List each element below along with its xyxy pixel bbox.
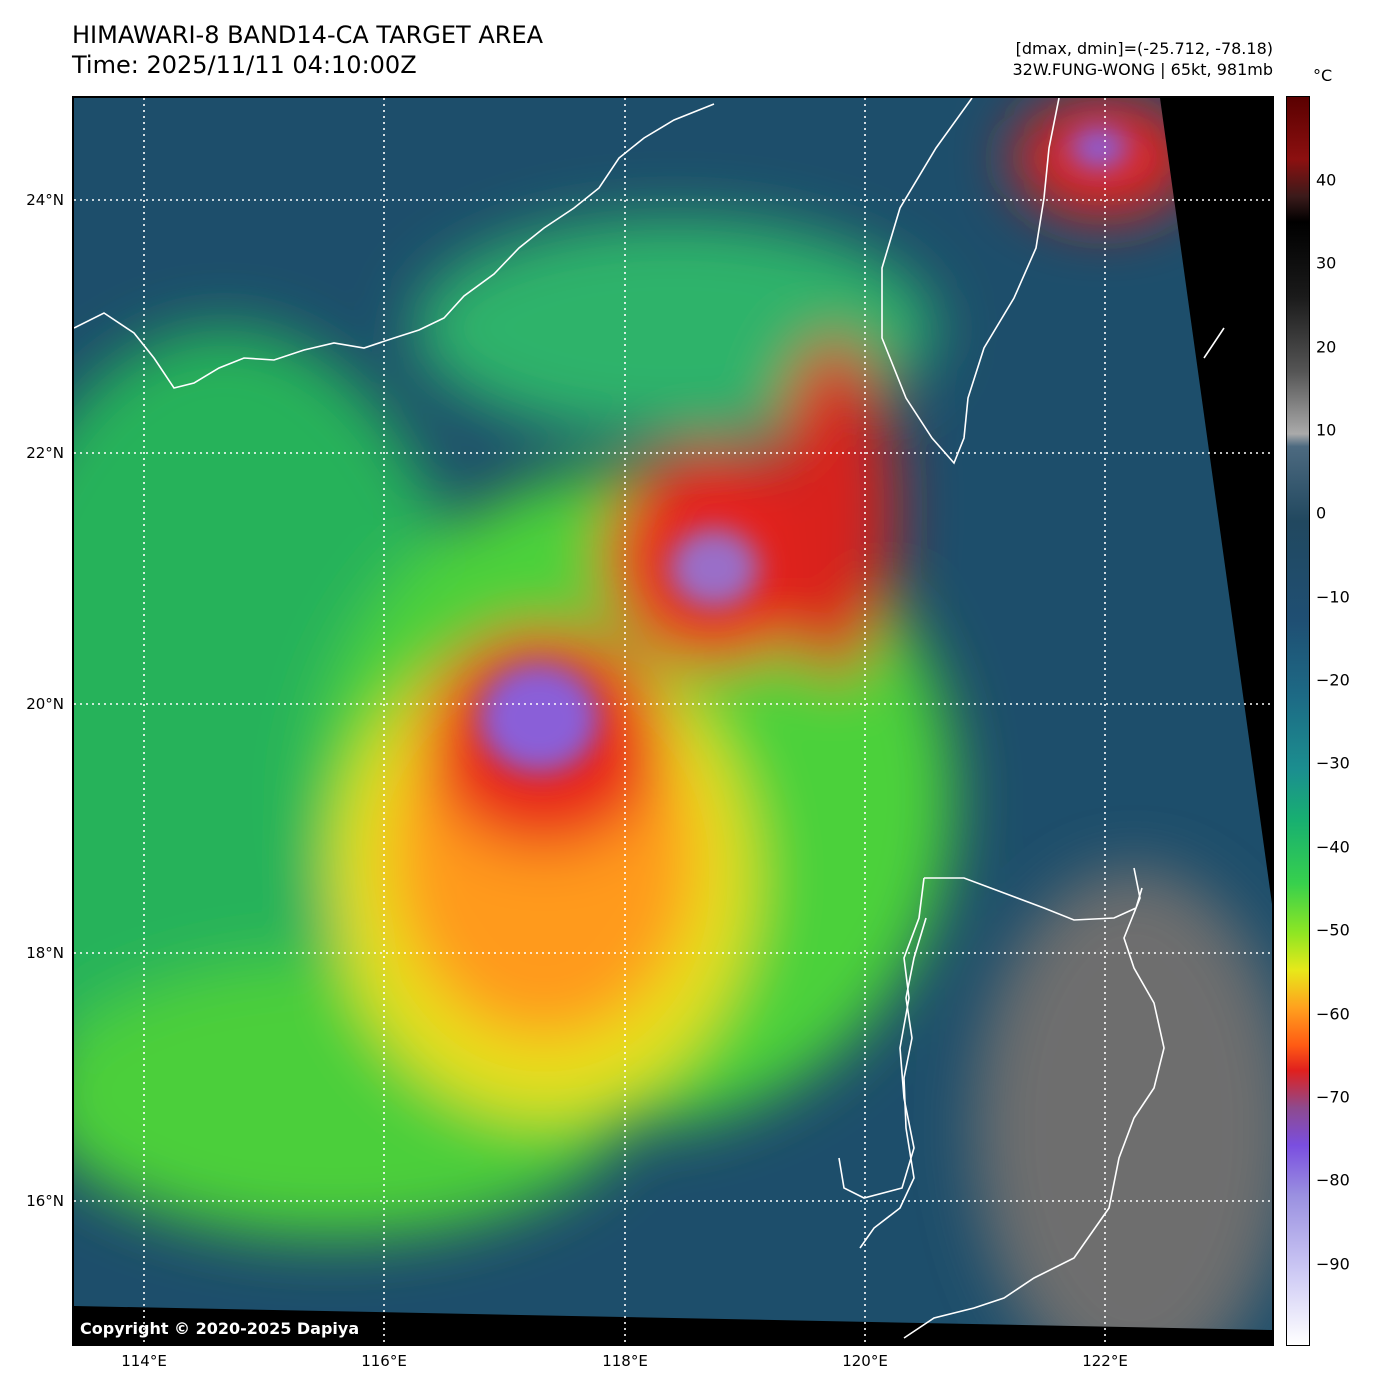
luzon-coast xyxy=(859,327,1225,1339)
lon-label-118: 118°E xyxy=(602,1352,648,1370)
map-canvas xyxy=(74,98,1272,1344)
colorbar-tick-m10: −10 xyxy=(1316,587,1350,607)
figure-meta: [dmax, dmin]=(-25.712, -78.18) 32W.FUNG-… xyxy=(1012,38,1273,80)
colorbar xyxy=(1286,96,1310,1346)
coastlines xyxy=(74,98,1225,1339)
colorbar-tick-m80: −80 xyxy=(1316,1170,1350,1190)
lon-label-122: 122°E xyxy=(1082,1352,1128,1370)
luzon-west-coast xyxy=(838,877,925,1199)
lat-label-16: 16°N xyxy=(26,1192,64,1210)
figure-title: HIMAWARI-8 BAND14-CA TARGET AREA Time: 2… xyxy=(72,20,543,80)
colorbar-tick-m30: −30 xyxy=(1316,753,1350,773)
colorbar-tick-m60: −60 xyxy=(1316,1004,1350,1024)
colorbar-tick-m50: −50 xyxy=(1316,920,1350,940)
grid xyxy=(74,98,1272,1344)
copyright-text: Copyright © 2020-2025 Dapiya xyxy=(80,1319,360,1338)
no-data-east xyxy=(1160,98,1272,904)
colorbar-tick-0: 0 xyxy=(1316,503,1327,523)
colorbar-tick-m20: −20 xyxy=(1316,670,1350,690)
colorbar-tick-40: 40 xyxy=(1316,170,1337,190)
no-data-south xyxy=(74,1306,1272,1344)
china-coast xyxy=(74,103,715,389)
colorbar-unit: °C xyxy=(1313,66,1333,85)
colorbar-tick-m70: −70 xyxy=(1316,1087,1350,1107)
core-purple-south xyxy=(479,663,599,773)
colorbar-tick-30: 30 xyxy=(1316,253,1337,273)
core-purple-taiwan xyxy=(1069,126,1129,170)
lat-label-18: 18°N xyxy=(26,944,64,962)
lon-label-116: 116°E xyxy=(361,1352,407,1370)
cloud-red-band xyxy=(774,338,894,678)
core-purple-north xyxy=(669,528,759,608)
lat-label-22: 22°N xyxy=(26,444,64,462)
colorbar-tick-m40: −40 xyxy=(1316,837,1350,857)
colorbar-tick-m90: −90 xyxy=(1316,1254,1350,1274)
land-gray-east xyxy=(974,868,1272,1344)
lat-label-20: 20°N xyxy=(26,695,64,713)
lon-label-114: 114°E xyxy=(121,1352,167,1370)
colorbar-tick-20: 20 xyxy=(1316,337,1337,357)
time-line: Time: 2025/11/11 04:10:00Z xyxy=(72,51,417,79)
taiwan-coast xyxy=(881,98,1060,465)
storm-info-text: 32W.FUNG-WONG | 65kt, 981mb xyxy=(1012,60,1273,79)
satellite-map: Copyright © 2020-2025 Dapiya xyxy=(72,96,1274,1346)
dminmax-text: [dmax, dmin]=(-25.712, -78.18) xyxy=(1015,39,1273,58)
colorbar-tick-10: 10 xyxy=(1316,420,1337,440)
lat-label-24: 24°N xyxy=(26,191,64,209)
lon-label-120: 120°E xyxy=(842,1352,888,1370)
title-line: HIMAWARI-8 BAND14-CA TARGET AREA xyxy=(72,21,544,49)
